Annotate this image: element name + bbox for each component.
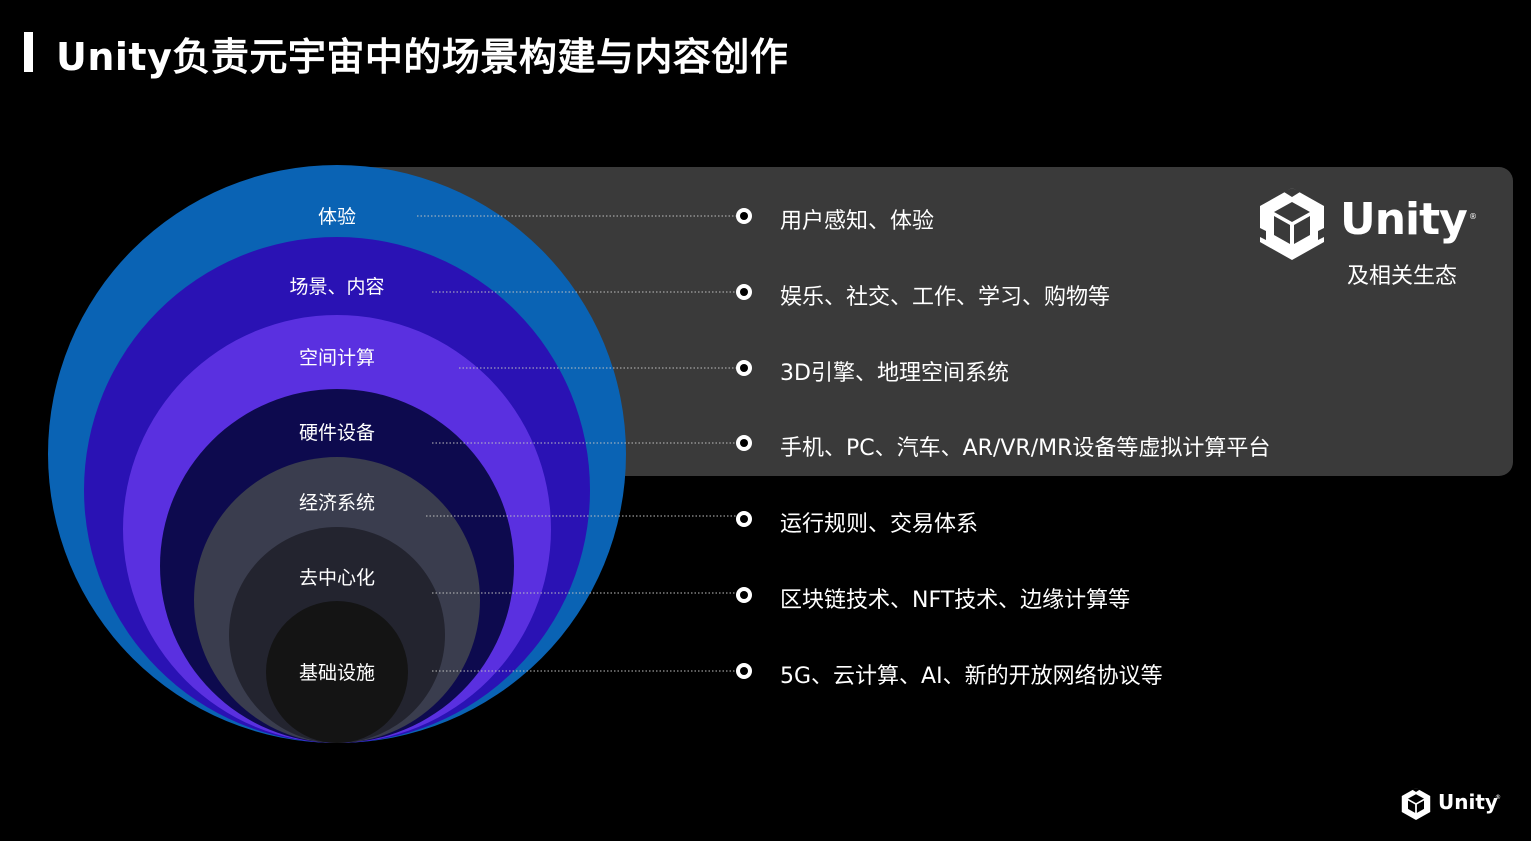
unity-brand-block: Unity ® 及相关生态 — [1256, 186, 1486, 296]
bullet-marker — [736, 360, 752, 376]
bullet-marker — [736, 511, 752, 527]
layer-description-decentralization: 区块链技术、NFT技术、边缘计算等 — [780, 588, 1131, 613]
layer-label-experience: 体验 — [318, 206, 356, 228]
footer-registered-mark: ® — [1495, 794, 1501, 801]
layer-description-infrastructure: 5G、云计算、AI、新的开放网络协议等 — [780, 664, 1163, 689]
layer-label-scene-content: 场景、内容 — [289, 276, 384, 298]
layer-label-infrastructure: 基础设施 — [299, 662, 375, 684]
bullet-marker — [736, 435, 752, 451]
unity-cube-icon — [1401, 788, 1431, 820]
layer-description-experience: 用户感知、体验 — [780, 209, 935, 234]
bullet-marker — [736, 208, 752, 224]
brand-subtitle: 及相关生态 — [1347, 264, 1458, 289]
unity-cube-icon — [1260, 188, 1324, 260]
layer-description-economy: 运行规则、交易体系 — [780, 512, 979, 537]
unity-wordmark: Unity — [1340, 194, 1468, 245]
bullet-marker — [736, 587, 752, 603]
layer-label-economy: 经济系统 — [299, 492, 375, 514]
layer-circle-infrastructure — [266, 601, 408, 743]
page-title: Unity负责元宇宙中的场景构建与内容创作 — [56, 35, 789, 79]
registered-mark: ® — [1469, 212, 1477, 221]
bullet-marker — [736, 663, 752, 679]
layer-label-decentralization: 去中心化 — [299, 567, 375, 589]
layer-label-spatial-computing: 空间计算 — [299, 347, 375, 369]
layer-description-spatial-computing: 3D引擎、地理空间系统 — [780, 361, 1009, 386]
footer-wordmark: Unity — [1438, 790, 1498, 814]
layer-description-hardware: 手机、PC、汽车、AR/VR/MR设备等虚拟计算平台 — [780, 436, 1271, 461]
layer-label-hardware: 硬件设备 — [299, 422, 375, 444]
bullet-marker — [736, 284, 752, 300]
footer-unity-logo: Unity ® — [1400, 787, 1510, 821]
title-accent-bar — [24, 32, 33, 72]
layer-description-scene-content: 娱乐、社交、工作、学习、购物等 — [780, 285, 1111, 310]
